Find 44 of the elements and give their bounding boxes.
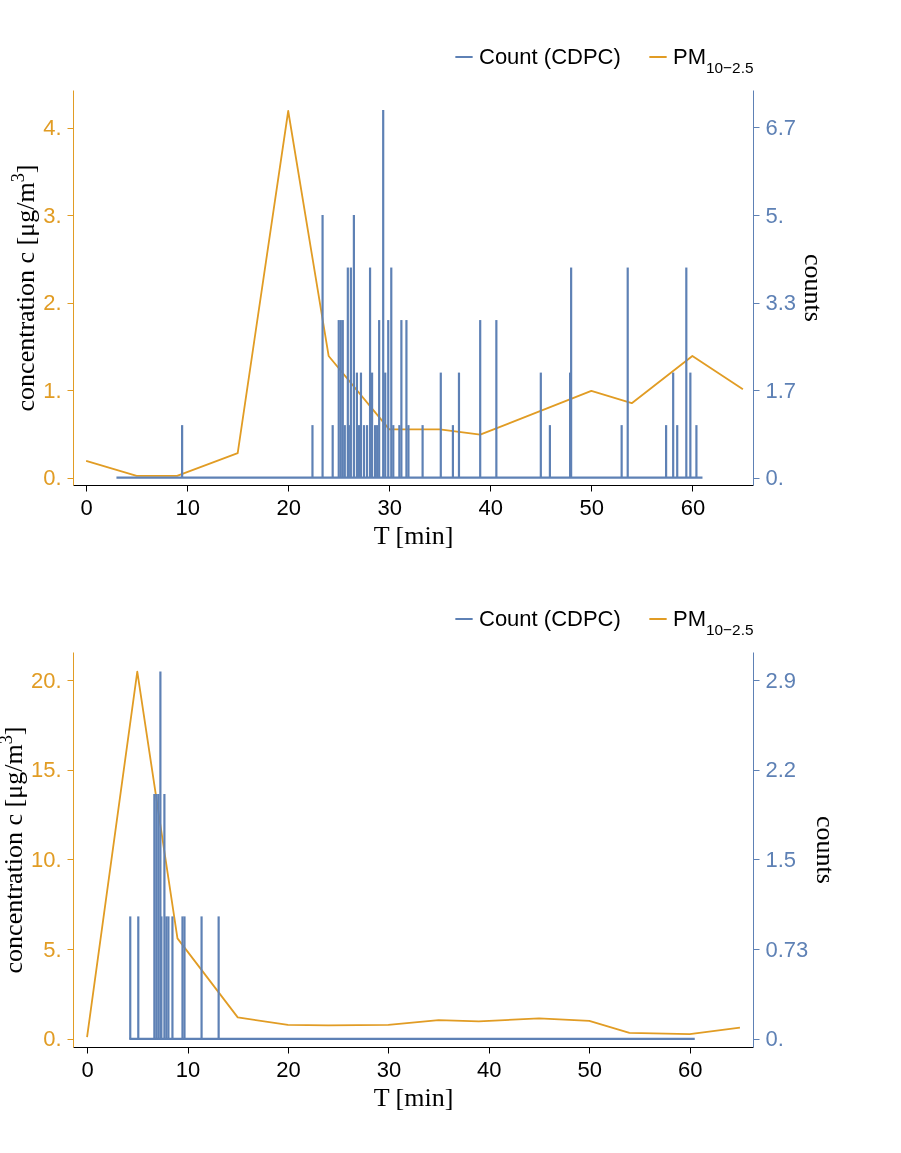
y2-tick-label: 3.3 xyxy=(765,290,797,316)
x-tick-label: 10 xyxy=(175,1056,201,1082)
y-tick-label: 15. xyxy=(30,757,62,783)
x-tick-label: 40 xyxy=(478,494,504,520)
y-tick-label: 0. xyxy=(43,1026,62,1052)
legend-label: PM$_{10−2.5}$ xyxy=(673,606,754,638)
y2-axis-title: counts xyxy=(811,816,841,884)
x-tick-label: 30 xyxy=(377,494,402,520)
y-tick-label: 4. xyxy=(43,115,62,141)
x-tick-label: 50 xyxy=(577,1056,603,1082)
y2-tick-label: 0. xyxy=(765,1026,784,1052)
x-tick-label: 20 xyxy=(276,1056,301,1082)
y-tick-label: 0. xyxy=(43,465,62,491)
legend-label: Count (CDPC) xyxy=(479,44,621,69)
y2-tick-label: 2.9 xyxy=(765,667,797,693)
y2-tick-label: 1.7 xyxy=(765,377,797,403)
y2-axis-title: counts xyxy=(799,254,829,322)
y-tick-label: 20. xyxy=(30,667,62,693)
y-tick-label: 5. xyxy=(43,936,62,962)
x-tick-label: 60 xyxy=(677,1056,703,1082)
x-axis-title: T [min] xyxy=(373,520,454,550)
y2-tick-label: 5. xyxy=(765,202,784,228)
y-tick-label: 3. xyxy=(43,202,62,228)
x-tick-label: 20 xyxy=(276,494,301,520)
y-tick-label: 2. xyxy=(43,290,62,316)
line-series xyxy=(85,110,744,477)
x-tick-label: 30 xyxy=(376,1056,402,1082)
x-tick-label: 10 xyxy=(175,494,200,520)
y2-tick-label: 1.5 xyxy=(765,846,797,872)
legend-label: PM$_{10−2.5}$ xyxy=(673,44,754,76)
x-axis-title: T [min] xyxy=(373,1082,454,1112)
y2-tick-label: 2.2 xyxy=(765,757,797,783)
line-series xyxy=(86,670,741,1039)
y2-tick-label: 0.73 xyxy=(765,936,809,962)
y2-tick-label: 0. xyxy=(765,465,784,491)
x-tick-label: 40 xyxy=(477,1056,502,1082)
x-tick-label: 60 xyxy=(680,494,706,520)
x-tick-label: 50 xyxy=(579,494,605,520)
y-tick-label: 1. xyxy=(43,377,62,403)
y-tick-label: 10. xyxy=(30,846,62,872)
x-tick-label: 0 xyxy=(80,494,93,520)
y2-tick-label: 6.7 xyxy=(765,114,797,140)
x-tick-label: 0 xyxy=(81,1056,94,1082)
legend-label: Count (CDPC) xyxy=(479,606,621,631)
